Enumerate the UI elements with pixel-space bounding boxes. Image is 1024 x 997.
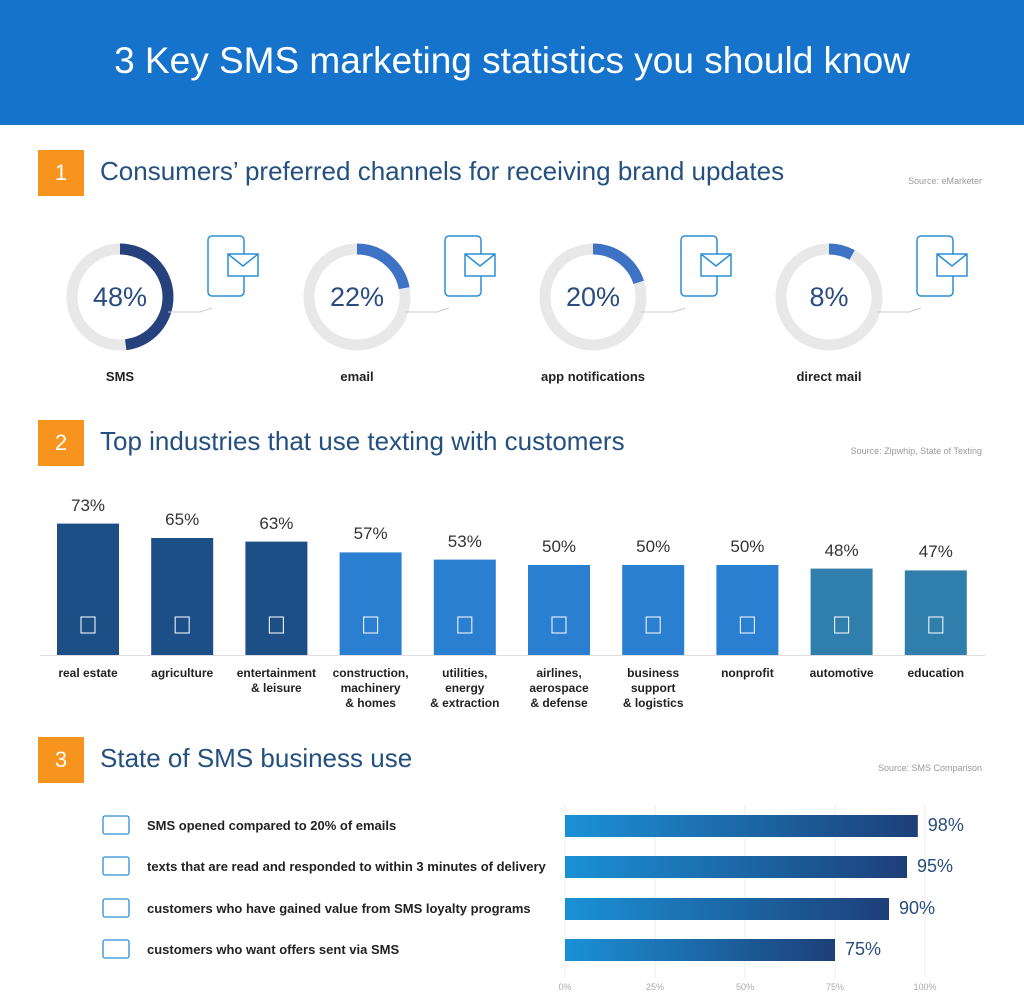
- bar-category: business support & logistics: [622, 666, 684, 710]
- bar: [339, 552, 402, 655]
- x-tick-label: 75%: [825, 982, 844, 992]
- section-number: 1: [38, 150, 84, 196]
- donut-label: direct mail: [796, 369, 862, 384]
- bar-value: 53%: [447, 531, 482, 551]
- section-title: State of SMS business use: [100, 743, 413, 773]
- bar-value: 95%: [917, 856, 954, 876]
- bar-category: real estate: [58, 666, 118, 680]
- bar: [565, 939, 835, 961]
- bar: [528, 565, 590, 655]
- bar-value: 63%: [259, 513, 294, 533]
- bar-category: agriculture: [151, 666, 214, 680]
- bar: [622, 565, 685, 655]
- bar-category: airlines, aerospace & defense: [529, 666, 589, 710]
- bar-icon: [457, 616, 473, 634]
- bar-value: 75%: [845, 939, 882, 959]
- connector: [405, 307, 450, 313]
- bar-category: construction, machinery & homes: [332, 666, 409, 710]
- row-label: customers who want offers sent via SMS: [147, 942, 400, 957]
- page-title: 3 Key SMS marketing statistics you shoul…: [114, 40, 910, 81]
- row-label: texts that are read and responded to wit…: [147, 859, 546, 874]
- bar: [565, 898, 889, 920]
- bar-value: 50%: [730, 537, 765, 556]
- connector: [877, 307, 922, 313]
- section-title: Consumers’ preferred channels for receiv…: [100, 156, 785, 186]
- donut-arc: [539, 243, 647, 351]
- donut-value: 48%: [92, 282, 148, 312]
- bar: [433, 559, 496, 655]
- bar-value: 98%: [927, 815, 964, 835]
- icon: [936, 253, 968, 267]
- bar: [245, 541, 308, 655]
- bar: [151, 538, 214, 655]
- bar-icon: [268, 616, 284, 634]
- section-title: Top industries that use texting with cus…: [100, 426, 625, 456]
- bar: [904, 570, 967, 655]
- bar-value: 65%: [165, 510, 200, 529]
- bar-value: 90%: [899, 898, 936, 918]
- bar-value: 50%: [541, 537, 577, 556]
- icon: [464, 253, 496, 267]
- x-tick-label: 25%: [645, 982, 664, 992]
- bar-icon: [174, 616, 190, 634]
- bar: [565, 856, 907, 878]
- bar-category: entertainment & leisure: [236, 666, 317, 695]
- bar-value: 50%: [636, 537, 671, 556]
- source: Source: SMS Comparison: [877, 763, 982, 773]
- bar-value: 47%: [918, 542, 953, 562]
- bar: [565, 815, 918, 837]
- row-icon: [102, 939, 130, 959]
- source: Source: eMarketer: [907, 176, 982, 186]
- bar-icon: [363, 616, 379, 634]
- icon: [227, 253, 259, 267]
- bar-icon: [551, 616, 567, 634]
- icon: [700, 253, 732, 267]
- donut-value: 20%: [565, 282, 621, 312]
- bar-icon: [645, 616, 661, 634]
- row-icon: [102, 856, 130, 876]
- row-icon: [102, 898, 130, 918]
- donut-value: 8%: [809, 282, 849, 312]
- donut-arc: [66, 243, 174, 351]
- bar: [57, 523, 119, 655]
- x-tick-label: 0%: [558, 982, 572, 992]
- donut-arc: [775, 243, 883, 351]
- row-label: customers who have gained value from SMS…: [147, 901, 531, 916]
- bar-category: education: [907, 666, 965, 680]
- bar-value: 57%: [353, 524, 388, 544]
- donut-label: app notifications: [541, 369, 645, 384]
- x-tick-label: 50%: [735, 982, 754, 992]
- bar: [716, 565, 779, 655]
- bar-icon: [80, 616, 96, 634]
- donut-arc: [303, 243, 411, 351]
- connector: [168, 307, 213, 313]
- row-icon: [102, 815, 130, 835]
- row-label: SMS opened compared to 20% of emails: [147, 818, 397, 833]
- donut-label: email: [340, 369, 374, 384]
- bar-category: nonprofit: [721, 666, 774, 680]
- donut-label: SMS: [105, 369, 135, 384]
- section-number: 3: [38, 737, 84, 783]
- source: Source: Zipwhip, State of Texting: [850, 446, 982, 456]
- bar-icon: [833, 616, 850, 634]
- bar-category: utilities, energy & extraction: [430, 666, 500, 710]
- bar-category: automotive: [809, 666, 874, 680]
- header: [0, 0, 1024, 125]
- x-tick-label: 100%: [913, 982, 937, 992]
- bar-icon: [739, 616, 756, 634]
- bar: [810, 568, 873, 655]
- bar-value: 48%: [824, 540, 859, 560]
- connector: [641, 307, 686, 313]
- donut-value: 22%: [329, 282, 385, 312]
- bar-value: 73%: [70, 495, 106, 515]
- section-number: 2: [38, 420, 84, 466]
- bar-icon: [928, 616, 944, 634]
